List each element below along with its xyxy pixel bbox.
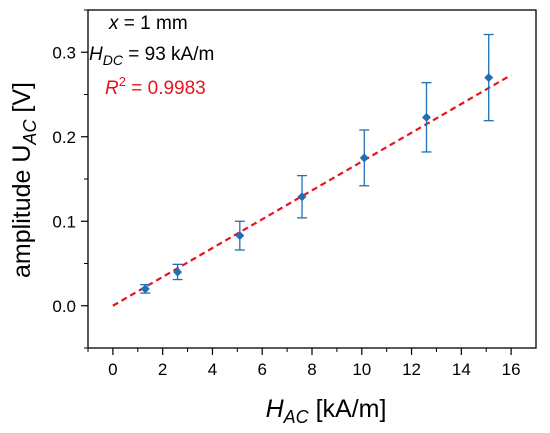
x-tick-label: 8 [307,360,316,379]
annotation-r-squared: R2 = 0.9983 [105,74,206,99]
data-point [173,267,183,277]
y-axis-ticks: 0.0 0.1 0.2 0.3 [52,9,88,349]
data-point [235,231,245,241]
y-axis-label: amplitude UAC [V] [8,82,40,278]
data-point [421,112,431,122]
x-axis-ticks: 0 2 4 6 8 10 12 14 16 [87,348,521,379]
x-axis-label: HAC [kA/m] [266,395,387,427]
data-point [484,73,494,83]
fit-line-group [112,74,512,307]
fit-line [112,74,512,307]
x-tick-label: 10 [352,360,371,379]
y-tick-label: 0.1 [52,212,76,231]
x-tick-label: 16 [502,360,521,379]
x-tick-label: 12 [402,360,421,379]
data-points-group [140,33,494,294]
data-point [359,153,369,163]
y-tick-label: 0.0 [52,297,76,316]
data-point [140,284,150,294]
x-tick-label: 0 [108,360,117,379]
x-tick-label: 4 [208,360,217,379]
y-tick-label: 0.3 [52,43,76,62]
data-point [297,192,307,202]
annotation-distance: x = 1 mm [108,13,188,34]
annotation-hdc: HDC = 93 kA/m [89,44,214,68]
y-tick-label: 0.2 [52,128,76,147]
x-tick-label: 14 [452,360,471,379]
x-tick-label: 6 [257,360,266,379]
x-tick-label: 2 [158,360,167,379]
